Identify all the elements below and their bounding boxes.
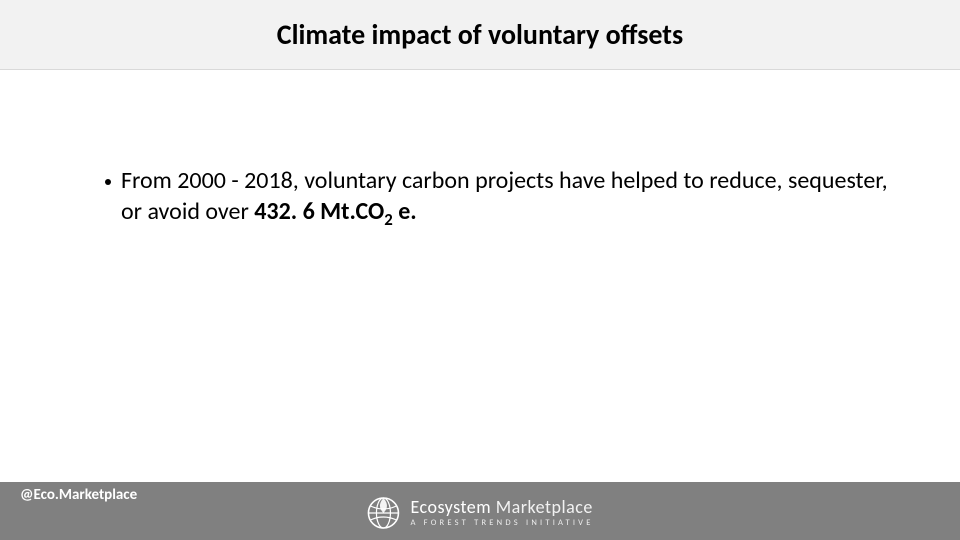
slide-title: Climate impact of voluntary offsets xyxy=(277,17,683,52)
logo-text: Ecosystem Marketplace A FOREST TRENDS IN… xyxy=(410,498,593,528)
social-handles: @foresttrendsorg @Eco.Marketplace xyxy=(20,459,137,507)
logo-word-2: Marketplace xyxy=(496,496,593,518)
title-band: Climate impact of voluntary offsets xyxy=(0,0,960,70)
bullet-text: From 2000 - 2018, voluntary carbon proje… xyxy=(121,165,900,227)
logo-word-1: Ecosystem xyxy=(410,496,491,518)
logo-line-1: Ecosystem Marketplace xyxy=(410,498,593,517)
footer-logo: Ecosystem Marketplace A FOREST TRENDS IN… xyxy=(366,496,593,530)
bullet-bold-value: 432. 6 Mt.CO xyxy=(254,197,384,226)
bullet-dot-icon xyxy=(105,179,111,185)
bullet-item: From 2000 - 2018, voluntary carbon proje… xyxy=(105,165,900,227)
content-area: From 2000 - 2018, voluntary carbon proje… xyxy=(105,165,900,227)
bullet-pre: From 2000 - 2018, voluntary carbon proje… xyxy=(121,166,888,226)
bullet-bold-suffix: e. xyxy=(393,197,417,226)
slide: Climate impact of voluntary offsets From… xyxy=(0,0,960,540)
bullet-bold: 432. 6 Mt.CO2 e. xyxy=(254,197,416,226)
logo-tagline: A FOREST TRENDS INITIATIVE xyxy=(410,519,593,528)
leaf-globe-icon xyxy=(366,496,400,530)
bullet-subscript: 2 xyxy=(384,209,393,230)
handle-foresttrends: @foresttrendsorg xyxy=(20,459,137,483)
handle-ecomarketplace: @Eco.Marketplace xyxy=(20,483,137,507)
